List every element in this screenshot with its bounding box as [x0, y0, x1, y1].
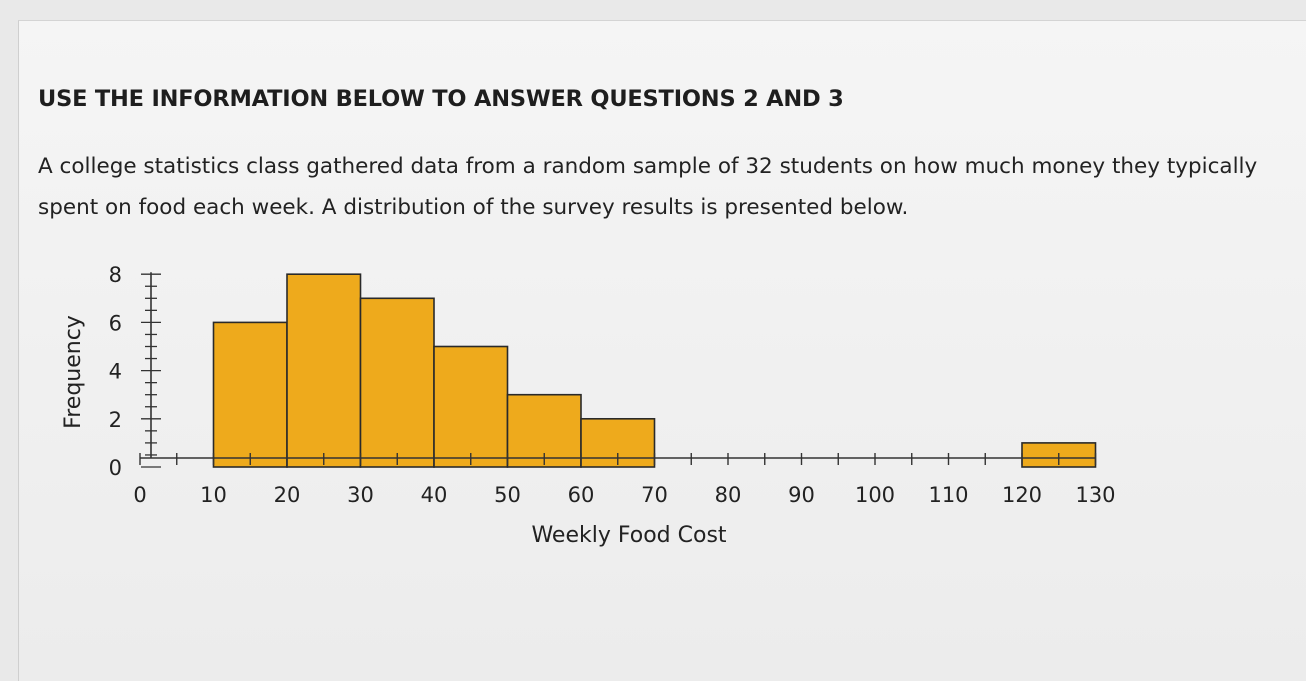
x-tick-label-60: 60 [568, 483, 595, 507]
page-heading: USE THE INFORMATION BELOW TO ANSWER QUES… [38, 86, 844, 112]
x-axis-title: Weekly Food Cost [531, 523, 726, 548]
y-tick-label-0: 0 [109, 456, 122, 480]
histogram-bar-40-50 [433, 345, 509, 468]
histogram-chart: 0 10 20 30 40 50 60 70 80 90 100 110 120 130 0 2 4 6 8 Week… [61, 263, 1116, 548]
x-tick-label-20: 20 [274, 483, 301, 507]
y-tick-label-2: 2 [109, 408, 122, 432]
x-tick-label-30: 30 [347, 483, 374, 507]
x-tick-label-130: 130 [1075, 483, 1115, 507]
x-tick-label-120: 120 [1002, 483, 1042, 507]
intro-text: A college statistics class gathered data… [38, 154, 1258, 220]
y-tick-label-6: 6 [109, 311, 122, 335]
x-tick-label-10: 10 [200, 483, 227, 507]
x-tick-label-80: 80 [715, 483, 742, 507]
x-tick-label-0: 0 [133, 483, 146, 507]
y-tick-label-4: 4 [109, 360, 122, 384]
x-tick-label-40: 40 [421, 483, 448, 507]
x-tick-label-70: 70 [641, 483, 668, 507]
bars-group [212, 273, 1097, 468]
labels-group: 0 10 20 30 40 50 60 70 80 90 100 110 120 130 0 2 4 6 8 Week… [61, 263, 1116, 548]
x-tick-label-90: 90 [788, 483, 815, 507]
x-tick-label-50: 50 [494, 483, 521, 507]
histogram-bar-30-40 [359, 297, 435, 468]
axes-group [139, 272, 1097, 468]
x-tick-label-110: 110 [928, 483, 968, 507]
histogram-bar-20-30 [286, 273, 362, 468]
x-tick-label-100: 100 [855, 483, 895, 507]
histogram-bar-10-20 [212, 321, 288, 468]
y-axis-title: Frequency [61, 315, 86, 429]
y-tick-label-8: 8 [109, 263, 122, 287]
